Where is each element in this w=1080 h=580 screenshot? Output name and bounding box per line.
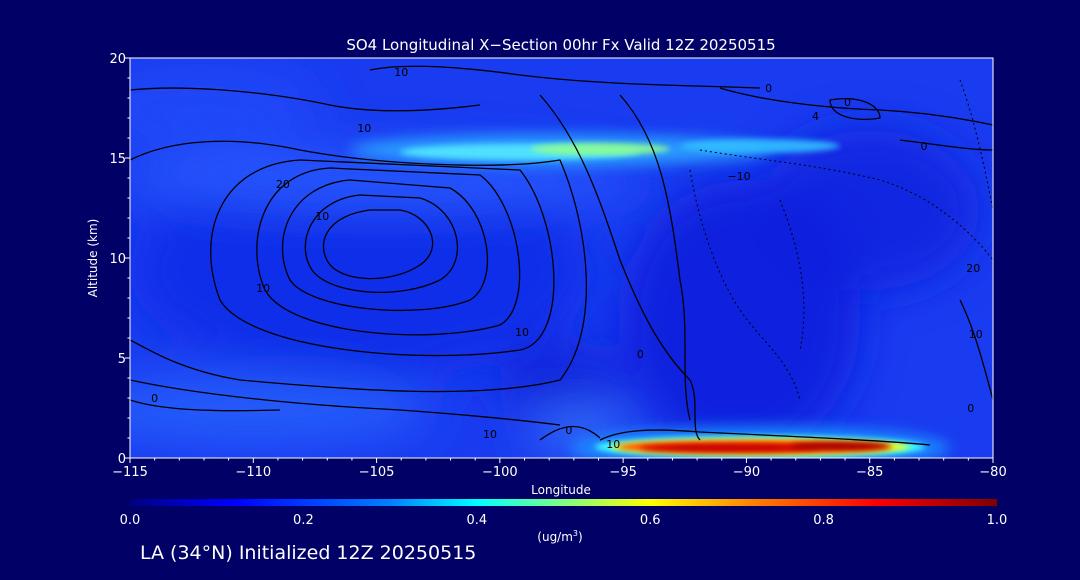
colorbar-ticks: 0.0 0.2 0.4 0.6 0.8 1.0: [120, 513, 1008, 528]
colorbar-units-end: ): [578, 530, 583, 544]
contour-lines: [130, 65, 993, 446]
x-tick-label: −90: [733, 465, 760, 480]
y-tick-label: 0: [118, 452, 126, 467]
y-tick-label: 15: [109, 152, 126, 167]
y-tick-label: 20: [109, 52, 126, 67]
colorbar-tick-label: 1.0: [987, 513, 1008, 528]
negative-contour-lines: [689, 79, 993, 401]
contour-label: 0: [765, 82, 772, 95]
contour-label: 0: [565, 424, 572, 437]
x-tick-label: −110: [235, 465, 271, 480]
colorbar-tick-label: 0.4: [466, 513, 487, 528]
colorbar-tick-label: 0.0: [120, 513, 141, 528]
x-tick-label: −100: [482, 465, 518, 480]
x-axis: −115 −110 −105 −100 −95 −90 −85 −80: [112, 458, 1007, 480]
contour-label: 10: [483, 428, 497, 441]
contour-label: 0: [967, 402, 974, 415]
contour-labels: 0 20 10 10 10 10 10 10 0 10 0 −10 0 4 0 0 20 10 0: [151, 66, 983, 451]
x-tick-label: −80: [979, 465, 1006, 480]
contour-label: 0: [637, 348, 644, 361]
colorbar-tick-label: 0.2: [293, 513, 314, 528]
x-tick-label: −105: [359, 465, 395, 480]
contour-label: 0: [920, 140, 927, 153]
y-tick-label: 5: [118, 352, 126, 367]
contour-label: −10: [727, 170, 750, 183]
chart-title: SO4 Longitudinal X−Section 00hr Fx Valid…: [346, 36, 775, 54]
colorbar-units-main: (ug/m: [537, 530, 573, 544]
concentration-field: 0 20 10 10 10 10 10 10 0 10 0 −10 0 4 0 0 20 10 0: [130, 58, 993, 458]
colorbar: [130, 499, 997, 506]
contour-label: 10: [394, 66, 408, 79]
x-tick-label: −95: [609, 465, 636, 480]
upper-sulfate-layer: [350, 134, 840, 166]
y-axis: 0 5 10 15 20: [109, 52, 130, 467]
y-axis-label: Altitude (km): [86, 219, 100, 298]
y-tick-label: 10: [109, 252, 126, 267]
contour-label: 20: [276, 178, 290, 191]
contour-label: 10: [969, 328, 983, 341]
colorbar-tick-label: 0.8: [813, 513, 834, 528]
contour-label: 10: [357, 122, 371, 135]
contour-label: 10: [315, 210, 329, 223]
contour-label: 10: [515, 326, 529, 339]
contour-label: 10: [256, 282, 270, 295]
surface-sulfate-plume: [570, 426, 950, 458]
colorbar-tick-label: 0.6: [640, 513, 661, 528]
contour-label: 0: [151, 392, 158, 405]
bottom-caption: LA (34°N) Initialized 12Z 20250515: [140, 542, 477, 564]
contour-label: 20: [966, 262, 980, 275]
colorbar-units-sup: 3: [573, 529, 578, 538]
x-tick-label: −85: [856, 465, 883, 480]
x-tick-label: −115: [112, 465, 148, 480]
contour-label: 4: [812, 110, 819, 123]
colorbar-units-label: (ug/m3): [537, 529, 582, 544]
contour-label: 0: [844, 96, 851, 109]
contour-label: 10: [606, 438, 620, 451]
x-axis-label: Longitude: [531, 483, 591, 497]
